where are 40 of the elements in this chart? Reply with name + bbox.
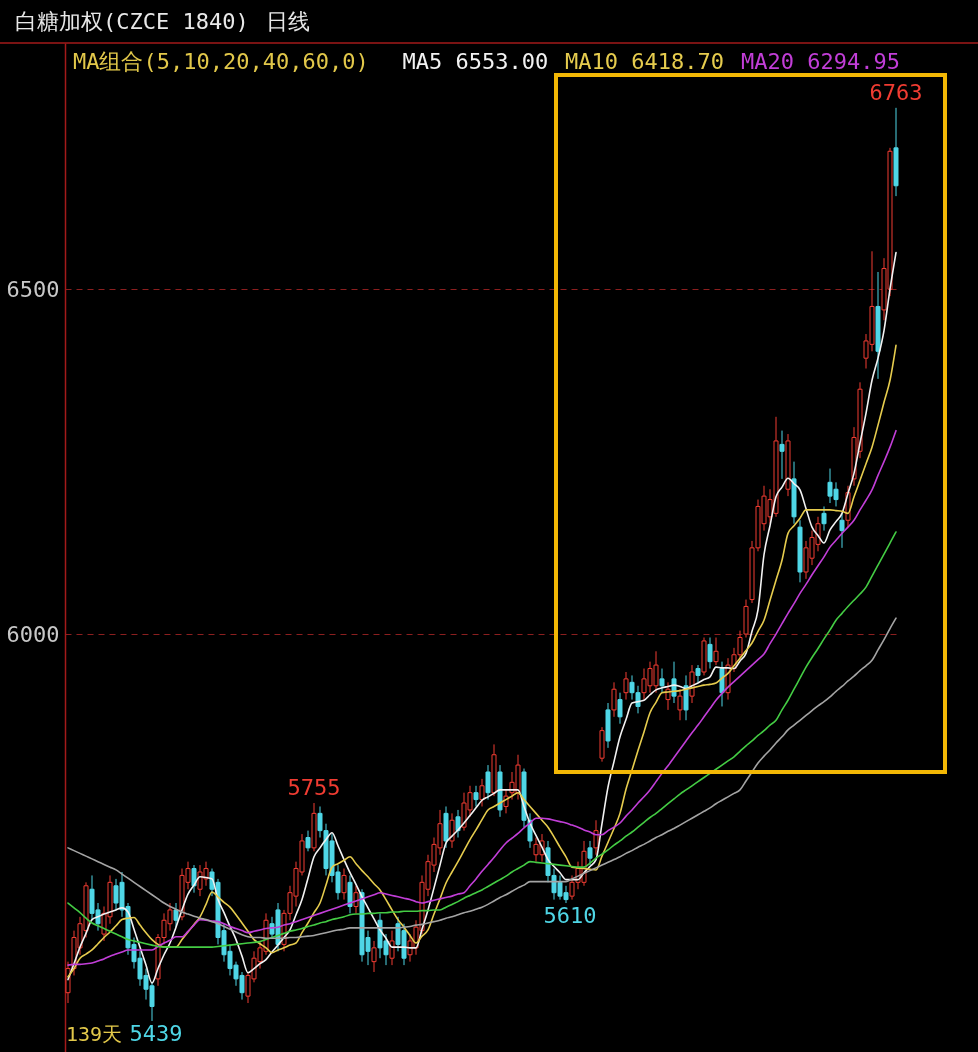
- line-series: [67, 429, 897, 966]
- candlestick: [371, 940, 377, 973]
- candlestick: [611, 681, 617, 718]
- candlestick: [479, 778, 485, 807]
- candlestick: [191, 864, 197, 894]
- candlestick: [173, 902, 179, 928]
- candlestick: [623, 671, 629, 701]
- candlestick: [839, 512, 845, 549]
- y-tick-label: 6000: [6, 621, 60, 647]
- candlestick: [305, 830, 311, 852]
- text: MA10 6418.70: [565, 49, 725, 74]
- annotation: 6763: [869, 79, 923, 105]
- candlestick: [389, 930, 395, 966]
- candlestick: [587, 840, 593, 866]
- line-series: [67, 531, 897, 948]
- candlestick: [455, 809, 461, 839]
- annotation: 5610: [543, 903, 597, 929]
- candlestick: [713, 637, 719, 666]
- candlestick: [353, 885, 359, 914]
- candlestick: [449, 812, 455, 849]
- candlestick: [821, 505, 827, 532]
- annotation: 5755: [287, 775, 341, 801]
- candlestick: [659, 668, 665, 694]
- candlestick: [473, 785, 479, 807]
- candlestick: [485, 764, 491, 801]
- candlestick: [695, 664, 701, 683]
- y-tick-label: 6500: [6, 276, 60, 302]
- annotation: 5439: [129, 1020, 183, 1046]
- candlestick: [677, 688, 683, 721]
- candlestick: [341, 868, 347, 901]
- text: MA5 6553.00: [402, 49, 549, 74]
- text: MA20 6294.95: [741, 49, 900, 74]
- text: 日线: [265, 9, 310, 34]
- candlestick: [593, 819, 599, 856]
- annotation: 139天: [66, 1022, 123, 1046]
- candlestick: [617, 692, 623, 725]
- chart-subtitle: MA组合(5,10,20,40,60,0): [73, 49, 369, 74]
- candlestick: [707, 637, 713, 670]
- candlestick: [779, 430, 785, 480]
- chart-title: 白糖加权(CZCE 1840): [15, 9, 249, 34]
